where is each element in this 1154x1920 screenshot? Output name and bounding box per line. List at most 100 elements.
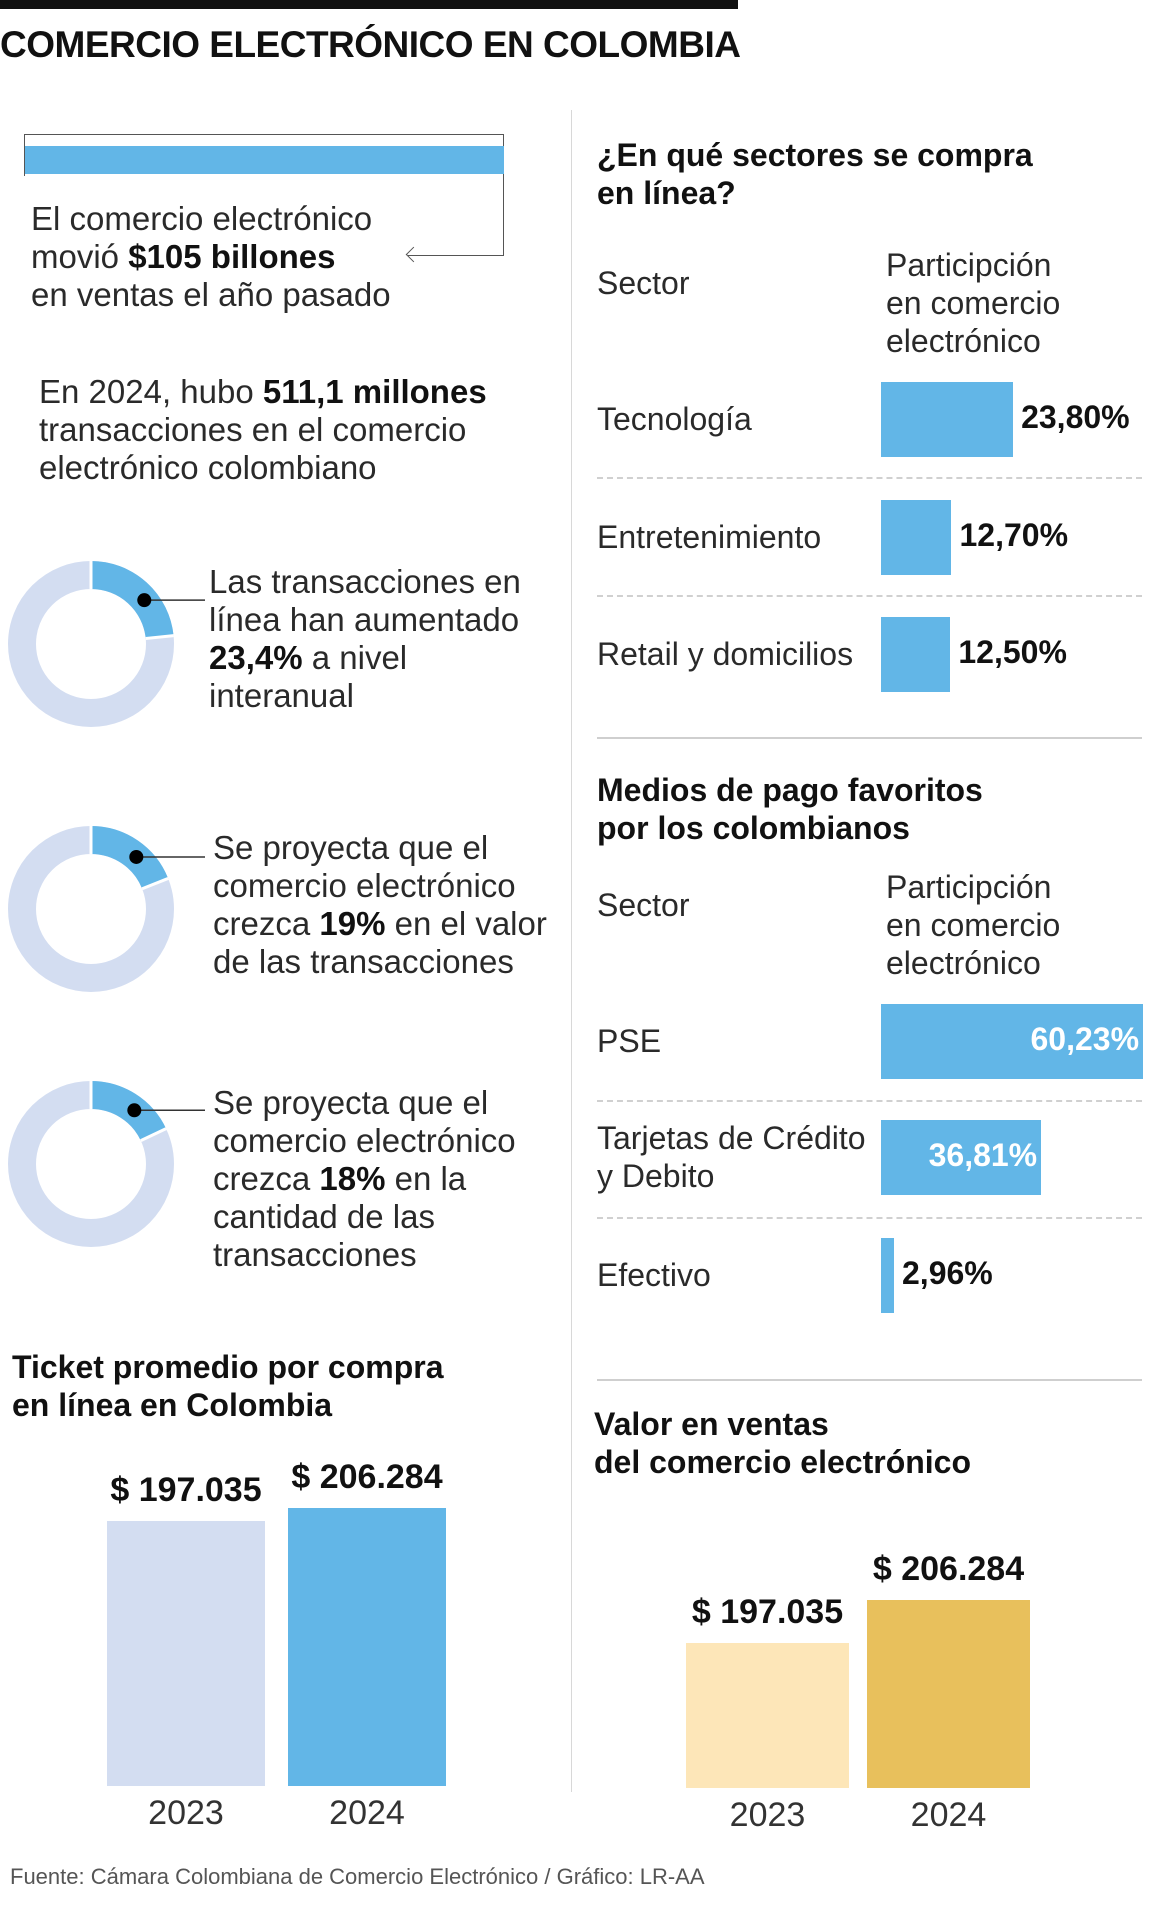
sales-line-1: El comercio electrónico <box>31 200 373 237</box>
payment-bar <box>881 1004 1143 1079</box>
donut-3-pre: crezca <box>213 1160 320 1197</box>
sector-value-label: 12,50% <box>958 634 1067 670</box>
donut-1-line-1: Las transacciones en <box>209 563 521 600</box>
donut-1-after: a nivel <box>302 639 408 676</box>
payment-row-separator <box>597 1100 1142 1102</box>
sector-category-label: Tecnología <box>597 400 752 438</box>
donut-1-highlight: 23,4% <box>209 639 303 676</box>
ticket-title: Ticket promedio por compra en línea en C… <box>12 1348 444 1424</box>
payment-category-label: Tarjetas de Crédito y Debito <box>597 1119 866 1195</box>
top-rule <box>0 0 738 9</box>
donut-2-highlight: 19% <box>319 905 386 942</box>
ticket-value-label: $ 197.035 <box>110 1470 262 1509</box>
sectors-col-share-line-2: en comercio <box>886 285 1061 321</box>
sector-bar <box>881 382 1014 457</box>
transactions-line-1-text: En 2024, hubo <box>39 373 263 410</box>
section-divider-2 <box>597 1379 1142 1381</box>
callout-arrow <box>408 255 504 256</box>
donut-3-line-3: crezca 18% en la <box>213 1160 516 1198</box>
donut-3-line-5: transacciones <box>213 1236 417 1273</box>
sector-bar <box>881 617 951 692</box>
sector-category-line: Tecnología <box>597 401 752 437</box>
sectors-col-share-line-1: Participción <box>886 247 1052 283</box>
donut-3-after: en la <box>385 1160 467 1197</box>
sales-text: El comercio electrónico movió $105 billo… <box>31 200 391 314</box>
transactions-line-2: transacciones en el comercio <box>39 411 467 448</box>
payments-col-sector: Sector <box>597 887 690 923</box>
ticket-bar-2024 <box>288 1508 446 1786</box>
sectors-title-line-1: ¿En qué sectores se compra <box>597 137 1033 173</box>
sales-value-bar-2023 <box>686 1642 849 1788</box>
payment-category-line: PSE <box>597 1023 662 1059</box>
donut-1-line-2: línea han aumentado <box>209 601 520 638</box>
sales-line-2-text: movió <box>31 238 129 275</box>
ticket-title-line-1: Ticket promedio por compra <box>12 1349 444 1385</box>
transactions-line-1: En 2024, hubo 511,1 millones <box>39 373 487 411</box>
callout-blue-band <box>25 146 504 174</box>
sector-row-separator <box>597 595 1142 597</box>
sectors-title: ¿En qué sectores se compra en línea? <box>597 136 1033 212</box>
donut-charts <box>8 561 205 1247</box>
sector-row-separator <box>597 477 1142 479</box>
donut-2-pre: crezca <box>213 905 320 942</box>
payment-category-line: Tarjetas de Crédito <box>597 1120 866 1156</box>
sector-value-label: 23,80% <box>1021 399 1130 435</box>
payments-col-share-line-3: electrónico <box>886 945 1041 981</box>
payment-value-label: 60,23% <box>1030 1021 1140 1057</box>
donut-2-line-4: de las transacciones <box>213 943 514 980</box>
payment-bar <box>881 1238 894 1313</box>
payments-title-line-2: por los colombianos <box>597 810 910 846</box>
page-title: COMERCIO ELECTRÓNICO EN COLOMBIA <box>0 24 741 65</box>
sector-category-line: Retail y domicilios <box>597 636 854 672</box>
column-divider <box>571 110 572 1792</box>
payments-title: Medios de pago favoritos por los colombi… <box>597 771 983 847</box>
payments-col-share-line-2: en comercio <box>886 907 1061 943</box>
donut-3-highlight: 18% <box>319 1160 386 1197</box>
payments-col-share-line-1: Participción <box>886 869 1052 905</box>
sales-value-year-label: 2024 <box>910 1796 987 1834</box>
sectors-col-share: Participción en comercio electrónico <box>886 246 1060 360</box>
sales-value-bar-2024 <box>867 1599 1030 1788</box>
donut-2-line-2: comercio electrónico <box>213 867 516 904</box>
donut-3-line-2: comercio electrónico <box>213 1122 516 1159</box>
source-footer: Fuente: Cámara Colombiana de Comercio El… <box>10 1864 705 1889</box>
payment-category-label: PSE <box>597 1022 661 1060</box>
sales-line-3: en ventas el año pasado <box>31 276 391 313</box>
payment-value-label: 2,96% <box>902 1255 993 1291</box>
donut-1-gap <box>145 634 174 640</box>
sectors-col-share-line-3: electrónico <box>886 323 1041 359</box>
donut-3-dot <box>127 1103 142 1118</box>
donut-3-line-4: cantidad de las <box>213 1198 435 1235</box>
payment-row-separator <box>597 1217 1142 1219</box>
sector-value-label: 12,70% <box>959 517 1069 553</box>
sales-value-value-label: $ 206.284 <box>872 1549 1025 1588</box>
donut-2-gap <box>141 877 169 891</box>
donut-2-after: en el valor <box>385 905 547 942</box>
sector-category-line: Entretenimiento <box>597 519 822 555</box>
sales-value-year-label: 2023 <box>729 1796 806 1834</box>
sales-line-2: movió $105 billones <box>31 238 391 276</box>
payment-bar <box>881 1120 1042 1195</box>
ticket-year-label: 2023 <box>148 1794 224 1832</box>
sector-category-label: Entretenimiento <box>597 518 821 556</box>
donut-2-line-3: crezca 19% en el valor <box>213 905 547 943</box>
donut-1-line-3: 23,4% a nivel <box>209 639 521 677</box>
donut-2-dot <box>129 849 144 864</box>
sales-value-value-label: $ 197.035 <box>691 1592 844 1631</box>
donut-3-gap <box>140 1127 167 1142</box>
transactions-text: En 2024, hubo 511,1 millones transaccion… <box>39 373 487 487</box>
sales-highlight: $105 billones <box>128 238 336 275</box>
sectors-title-line-2: en línea? <box>597 175 736 211</box>
sector-category-label: Retail y domicilios <box>597 635 853 673</box>
payment-value-label: 36,81% <box>928 1137 1038 1173</box>
donut-1-line-4: interanual <box>209 677 354 714</box>
callout-bottom-mask <box>23 176 25 258</box>
sales-value-title-line-2: del comercio electrónico <box>594 1444 972 1480</box>
payment-category-label: Efectivo <box>597 1256 711 1294</box>
donut-3-line-1: Se proyecta que el <box>213 1084 489 1121</box>
transactions-highlight: 511,1 millones <box>262 373 487 410</box>
sales-value-title: Valor en ventas del comercio electrónico <box>594 1405 971 1481</box>
sector-bar <box>881 500 952 575</box>
donut-3-text: Se proyecta que el comercio electrónico … <box>213 1084 516 1274</box>
payments-title-line-1: Medios de pago favoritos <box>597 772 983 808</box>
